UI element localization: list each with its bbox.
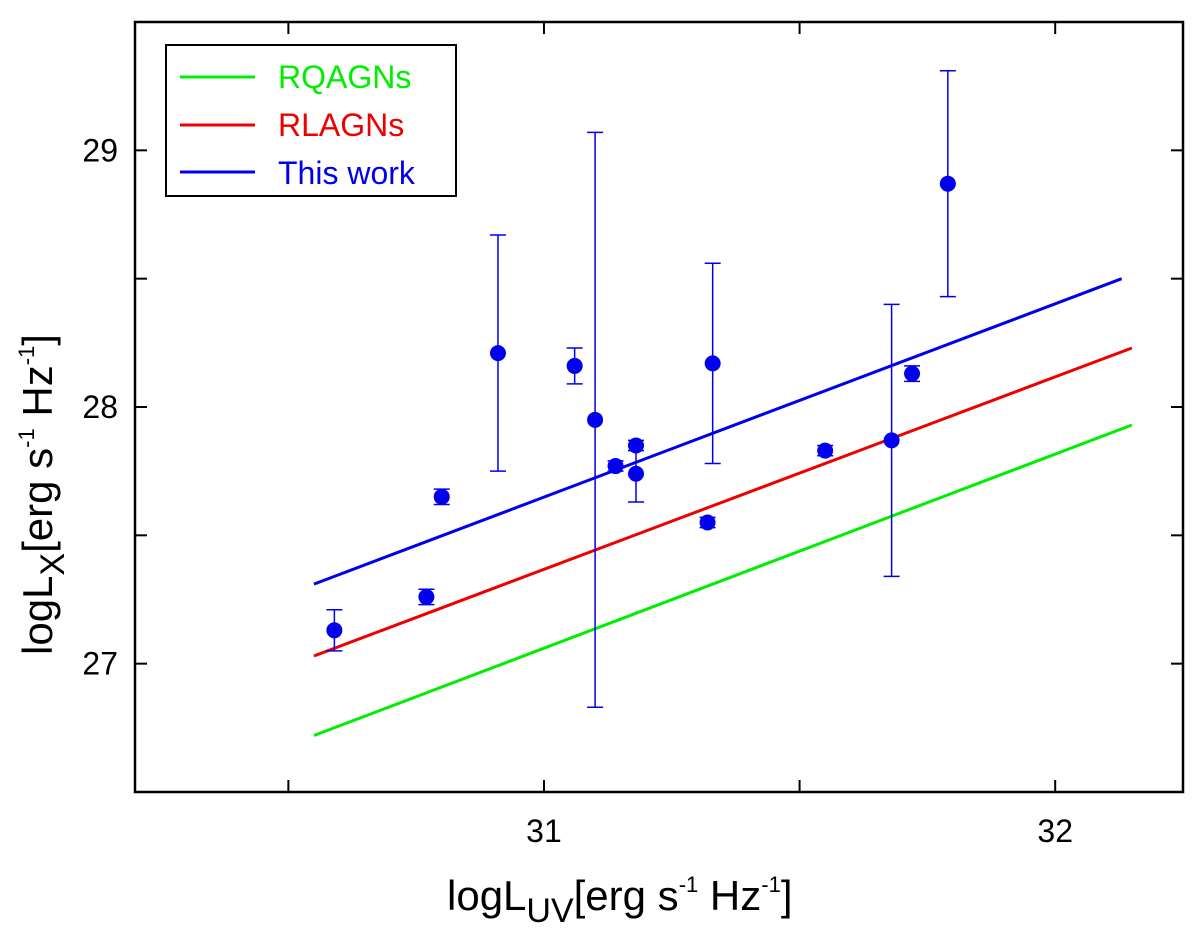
data-point-8 [627,465,644,482]
data-point-5 [587,411,604,428]
data-points [326,175,956,639]
fit-line-rlagns [313,346,1133,658]
y-tick-label-0: 27 [82,646,118,682]
x-axis-title-part3: ] [781,872,793,919]
y-axis-title-part3: ] [14,334,61,346]
fit-lines [313,277,1133,737]
x-axis-title-sup2: -1 [761,872,781,897]
x-axis-title-part1: [erg s [574,872,679,919]
x-tick-label-1: 32 [1037,813,1073,849]
data-point-4 [566,357,583,374]
data-point-7 [627,437,644,454]
fit-line-rqagns [313,423,1133,737]
x-axis-title-part2: Hz [698,872,761,919]
data-point-14 [939,175,956,192]
x-axis-title-prefix: logL [447,872,526,919]
legend: RQAGNs RLAGNs This work [165,44,457,197]
x-axis-title-sup1: -1 [679,872,699,897]
y-axis-title-sup1: -1 [14,428,39,448]
legend-label-this-work: This work [278,155,416,191]
x-tick-label-0: 31 [526,813,562,849]
data-point-3 [489,345,506,362]
x-axis-title: logLUV[erg s-1 Hz-1] [447,872,792,930]
y-axis-title-part2: Hz [14,365,61,428]
y-axis-title-sub: X [34,553,72,576]
data-point-6 [607,458,624,475]
axis-tick-labels: 31 32 27 28 29 [82,132,1073,849]
y-tick-label-2: 29 [82,132,118,168]
data-point-2 [433,488,450,505]
data-point-12 [883,432,900,449]
x-axis-title-sub: UV [526,892,574,930]
y-axis-title-prefix: logL [14,576,61,655]
data-point-0 [326,622,343,639]
data-point-11 [817,442,834,459]
data-point-10 [704,355,721,372]
y-axis-title: logLX[erg s-1 Hz-1] [14,334,72,655]
data-point-1 [418,588,435,605]
legend-label-rqagns: RQAGNs [278,59,411,95]
axis-ticks [135,22,1183,793]
fit-line-this-work [313,277,1123,586]
data-point-13 [904,365,921,382]
legend-label-rlagns: RLAGNs [278,107,404,143]
y-axis-title-sup2: -1 [14,346,39,366]
y-axis-title-part1: [erg s [14,448,61,553]
data-point-9 [699,514,716,531]
y-tick-label-1: 28 [82,389,118,425]
